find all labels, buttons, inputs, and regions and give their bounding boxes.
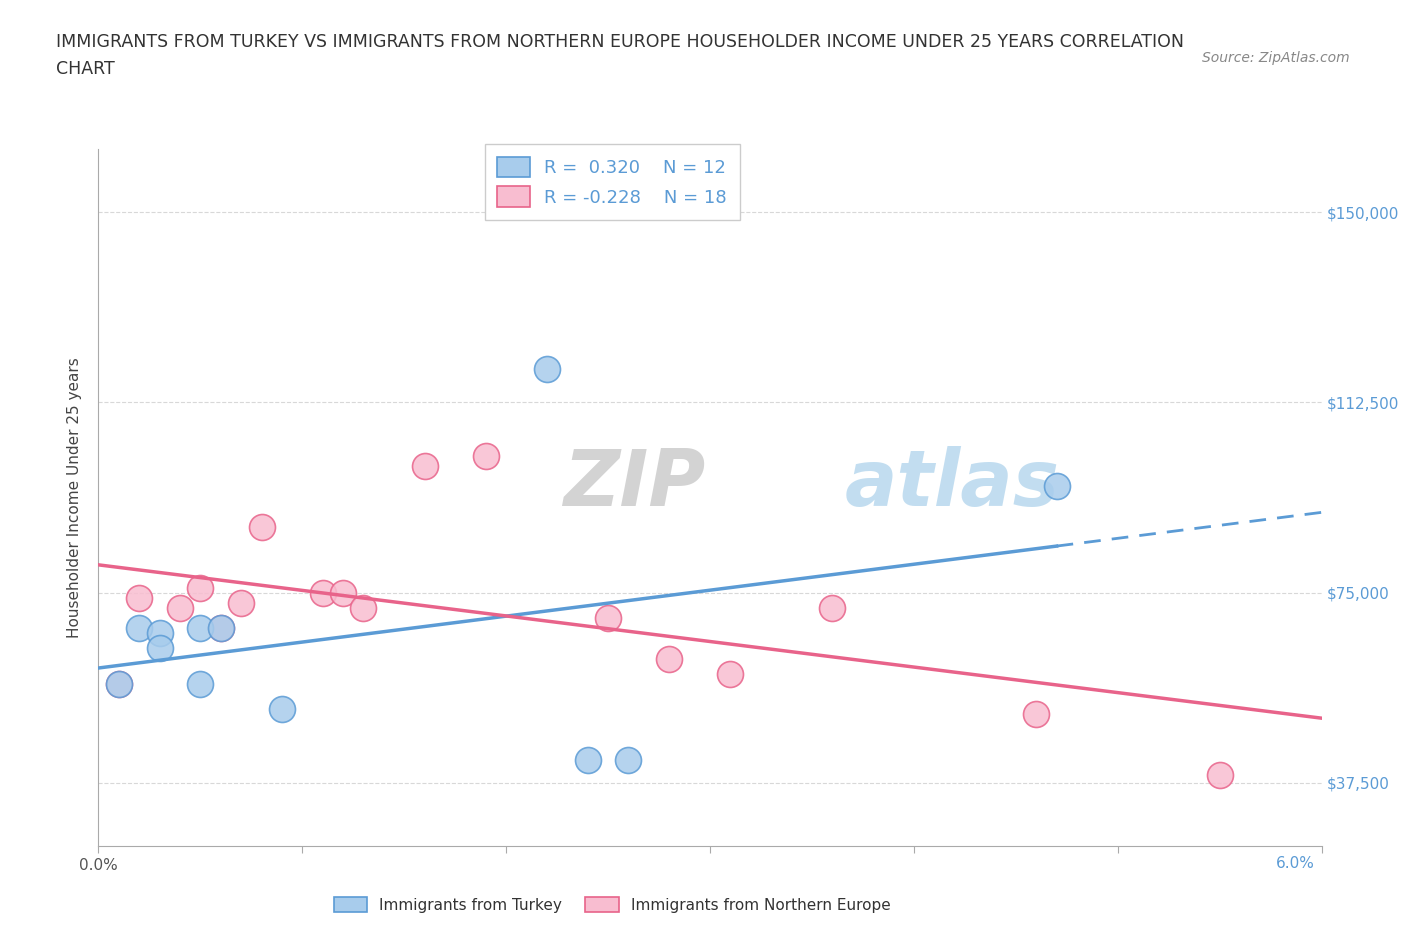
Point	[250, 519, 273, 534]
Point	[576, 752, 599, 767]
Point	[108, 676, 131, 691]
Point	[1045, 479, 1069, 494]
Point	[311, 585, 335, 600]
Point	[658, 651, 681, 666]
Point	[128, 591, 150, 605]
Point	[270, 702, 292, 717]
Point	[1025, 707, 1047, 722]
Point	[188, 620, 212, 635]
Point	[149, 641, 172, 656]
Point	[413, 458, 436, 473]
Text: CHART: CHART	[56, 60, 115, 78]
Text: 6.0%: 6.0%	[1275, 856, 1315, 870]
Point	[209, 620, 232, 635]
Point	[188, 580, 212, 595]
Point	[474, 448, 498, 463]
Point	[718, 667, 742, 682]
Point	[821, 601, 844, 616]
Point	[149, 626, 172, 641]
Legend: R =  0.320    N = 12, R = -0.228    N = 18: R = 0.320 N = 12, R = -0.228 N = 18	[485, 144, 740, 219]
Text: IMMIGRANTS FROM TURKEY VS IMMIGRANTS FROM NORTHERN EUROPE HOUSEHOLDER INCOME UND: IMMIGRANTS FROM TURKEY VS IMMIGRANTS FRO…	[56, 33, 1184, 50]
Text: Source: ZipAtlas.com: Source: ZipAtlas.com	[1202, 51, 1350, 65]
Point	[188, 676, 212, 691]
Point	[332, 585, 354, 600]
Point	[598, 611, 620, 626]
Point	[617, 752, 640, 767]
Text: atlas: atlas	[845, 445, 1060, 522]
Point	[352, 601, 374, 616]
Point	[169, 601, 191, 616]
Point	[108, 676, 131, 691]
Point	[1208, 768, 1232, 783]
Y-axis label: Householder Income Under 25 years: Householder Income Under 25 years	[67, 357, 83, 638]
Point	[536, 362, 558, 377]
Point	[209, 620, 232, 635]
Text: ZIP: ZIP	[564, 445, 706, 522]
Point	[128, 620, 150, 635]
Point	[231, 595, 253, 610]
